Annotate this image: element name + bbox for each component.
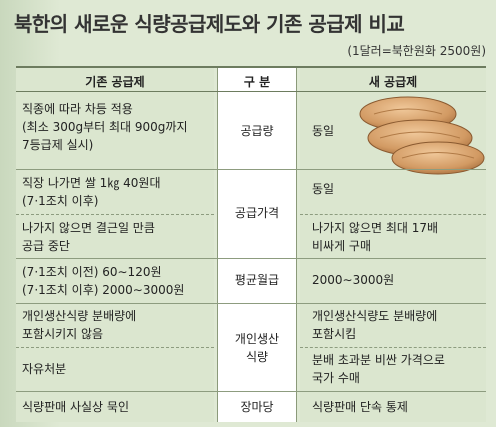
row-subdivider bbox=[16, 214, 214, 215]
row-divider bbox=[16, 258, 486, 259]
market-new: 식량판매 단속 통제 bbox=[312, 400, 408, 414]
category-personal-food: 개인생산 식량 bbox=[217, 330, 297, 366]
price-old-absent-line-1: 나가지 않으면 결근일 만큼 bbox=[22, 221, 155, 235]
price-new-attending: 동일 bbox=[312, 182, 335, 196]
header-category: 구 분 bbox=[243, 75, 271, 89]
category-personal-food-line-2: 식량 bbox=[245, 350, 269, 364]
row-divider bbox=[16, 169, 486, 170]
header-old-system: 기존 공급제 bbox=[85, 75, 145, 89]
page-title: 북한의 새로운 식량공급제도와 기존 공급제 비교 bbox=[14, 12, 405, 36]
row-divider bbox=[16, 303, 486, 304]
personal-food-old-distribution: 개인생산식량 분배량에 포함시키지 않음 bbox=[22, 307, 136, 343]
price-old-absent: 나가지 않으면 결근일 만큼 공급 중단 bbox=[22, 219, 155, 255]
price-old-attending-line-1: 직장 나가면 쌀 1㎏ 40원대 bbox=[22, 176, 161, 190]
category-personal-food-line-1: 개인생산 bbox=[234, 332, 280, 346]
row-divider bbox=[16, 391, 486, 392]
personal-food-new-disposal: 분배 초과분 비싼 가격으로 국가 수매 bbox=[312, 351, 445, 387]
personal-food-old-line-1: 개인생산식량 분배량에 bbox=[22, 309, 137, 323]
salary-old-line-1: (7·1조치 이전) 60∼120원 bbox=[22, 265, 162, 279]
category-salary: 평균월급 bbox=[234, 273, 280, 287]
price-new-absent: 나가지 않으면 최대 17배 비싸게 구매 bbox=[312, 219, 438, 255]
category-price: 공급가격 bbox=[234, 206, 280, 220]
price-old-attending: 직장 나가면 쌀 1㎏ 40원대 (7·1조치 이후) bbox=[22, 174, 160, 210]
market-old: 식량판매 사실상 묵인 bbox=[22, 400, 129, 414]
row-subdivider bbox=[300, 347, 486, 348]
personal-food-new-distribution: 개인생산식량도 분배량에 포함시킴 bbox=[312, 307, 437, 343]
exchange-rate-note: (1달러=북한원화 2500원) bbox=[347, 44, 486, 58]
category-market: 장마당 bbox=[240, 400, 274, 414]
personal-food-new-disposal-line-2: 국가 수매 bbox=[312, 371, 360, 385]
personal-food-old-disposal: 자유처분 bbox=[22, 362, 67, 376]
personal-food-new-line-1: 개인생산식량도 분배량에 bbox=[312, 309, 438, 323]
bread-loaves-illustration bbox=[359, 96, 485, 175]
category-column bbox=[217, 66, 297, 422]
salary-old-line-2: (7·1조치 이후) 2000∼3000원 bbox=[22, 283, 185, 297]
supply-amount-old: 직종에 따라 차등 적용 (최소 300g부터 최대 900g까지 7등급제 실… bbox=[22, 100, 188, 154]
comparison-table: 기존 공급제 구 분 새 공급제 직종에 따라 차등 적용 (최소 300g부터… bbox=[16, 66, 486, 422]
personal-food-old-line-2: 포함시키지 않음 bbox=[22, 327, 104, 341]
supply-amount-old-line-3: 7등급제 실시) bbox=[22, 138, 94, 152]
supply-amount-new: 동일 bbox=[312, 124, 335, 138]
category-supply-amount: 공급량 bbox=[240, 124, 274, 138]
salary-new: 2000∼3000원 bbox=[312, 273, 395, 287]
table-header: 기존 공급제 구 분 새 공급제 bbox=[16, 66, 486, 92]
row-subdivider bbox=[300, 214, 486, 215]
price-new-absent-line-1: 나가지 않으면 최대 17배 bbox=[312, 221, 439, 235]
supply-amount-old-line-2: (최소 300g부터 최대 900g까지 bbox=[22, 120, 188, 134]
price-new-absent-line-2: 비싸게 구매 bbox=[312, 239, 372, 253]
old-system-column bbox=[16, 66, 214, 422]
price-old-attending-line-2: (7·1조치 이후) bbox=[22, 194, 99, 208]
salary-old: (7·1조치 이전) 60∼120원 (7·1조치 이후) 2000∼3000원 bbox=[22, 263, 184, 299]
personal-food-new-disposal-line-1: 분배 초과분 비싼 가격으로 bbox=[312, 353, 445, 367]
price-old-absent-line-2: 공급 중단 bbox=[22, 239, 70, 253]
personal-food-new-line-2: 포함시킴 bbox=[312, 327, 357, 341]
row-subdivider bbox=[16, 347, 214, 348]
header-new-system: 새 공급제 bbox=[368, 75, 418, 89]
supply-amount-old-line-1: 직종에 따라 차등 적용 bbox=[22, 102, 133, 116]
